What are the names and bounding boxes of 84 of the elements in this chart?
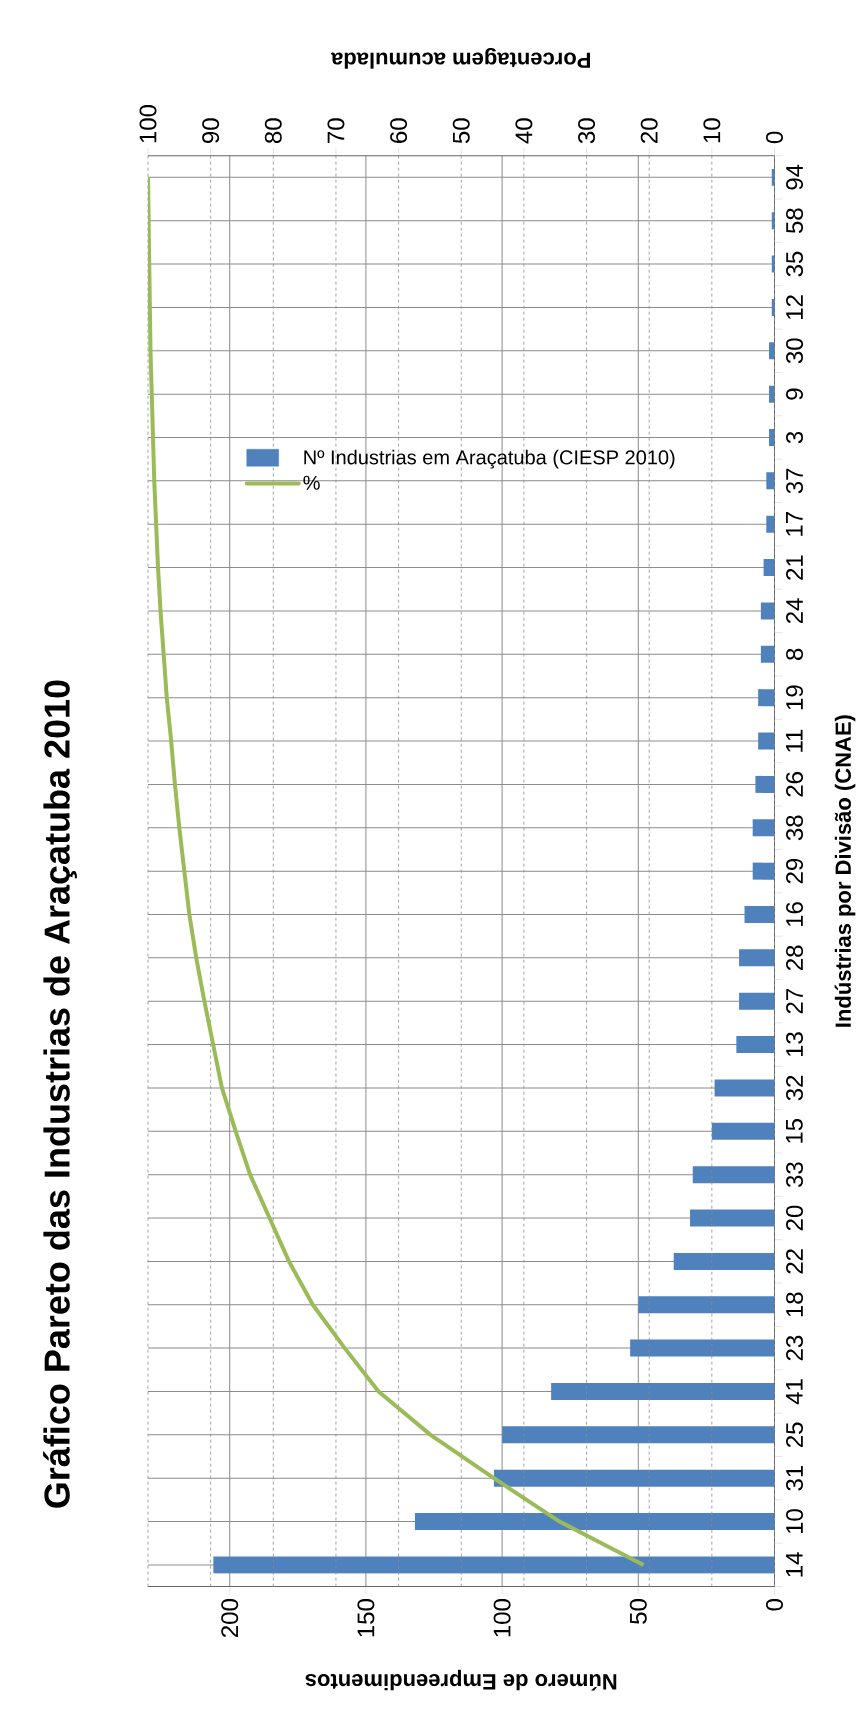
y-tick-label: 23 xyxy=(786,1335,804,1361)
y-tick-label: 35 xyxy=(786,251,804,277)
y-tick-label: 14 xyxy=(786,1552,803,1577)
legend-label: % xyxy=(303,475,320,490)
y-tick-label: 18 xyxy=(786,1292,804,1317)
x2-tick-label: 0 xyxy=(766,131,783,144)
y-tick-label: 38 xyxy=(786,815,804,841)
y-tick-label: 33 xyxy=(786,1162,804,1188)
bar xyxy=(414,1513,775,1531)
y-tick-label: 29 xyxy=(786,858,804,884)
x2-tick-label: 40 xyxy=(515,118,533,144)
bar xyxy=(758,732,775,750)
y-tick-label: 19 xyxy=(786,685,804,710)
y-tick-label: 30 xyxy=(786,338,804,364)
x2-tick-label: 50 xyxy=(452,118,470,144)
bar xyxy=(744,905,775,923)
bar xyxy=(690,1209,775,1227)
y-tick-label: 41 xyxy=(786,1379,803,1405)
x2-tick-label: 100 xyxy=(139,105,157,143)
y-tick-label: 12 xyxy=(786,295,803,319)
x2-tick-label: 80 xyxy=(264,118,282,144)
bar xyxy=(493,1469,775,1487)
y-tick-label: 21 xyxy=(786,555,803,580)
y-tick-label: 20 xyxy=(786,1205,804,1231)
y-tick-label: 17 xyxy=(786,512,803,536)
bar xyxy=(752,819,775,837)
y-tick-label: 25 xyxy=(786,1422,804,1447)
bar xyxy=(752,862,775,880)
bar xyxy=(766,472,775,490)
y-tick-label: 10 xyxy=(786,1509,804,1534)
bar xyxy=(755,775,775,793)
bar xyxy=(769,385,775,403)
y-tick-label: 3 xyxy=(786,431,804,444)
bar xyxy=(714,1079,775,1097)
text: Gráfico Pareto das Industrias de Araçatuba 2010 xyxy=(43,680,77,1508)
x2-tick-label: 60 xyxy=(390,118,408,143)
bar xyxy=(739,992,775,1010)
y-tick-label: 27 xyxy=(786,989,803,1014)
y-tick-label: 15 xyxy=(786,1118,803,1143)
x2-tick-label: 90 xyxy=(202,118,220,143)
x-tick-label: 50 xyxy=(629,1599,647,1624)
bar xyxy=(739,949,775,967)
bar xyxy=(213,1556,775,1574)
bar xyxy=(551,1382,775,1400)
bar xyxy=(673,1252,775,1270)
y-tick-label: 37 xyxy=(786,468,804,494)
x-axis-title: Número de Empreendimentos xyxy=(305,1669,617,1691)
x2-tick-label: 10 xyxy=(703,118,721,143)
y-tick-label: 31 xyxy=(786,1466,804,1491)
x-tick-label: 100 xyxy=(493,1599,511,1637)
y-tick-label: 11 xyxy=(786,729,803,752)
y-axis-title: Indústrias por Divisão (CNAE) xyxy=(834,715,856,1027)
y-tick-label: 58 xyxy=(786,208,804,234)
x2-tick-label: 20 xyxy=(640,118,658,143)
bar xyxy=(711,1122,775,1140)
bar xyxy=(758,689,775,707)
legend-label: Nº Industrias em Araçatuba (CIESP 2010) xyxy=(304,449,675,469)
bar xyxy=(736,1036,775,1054)
y-tick-label: 13 xyxy=(786,1032,804,1057)
y-tick-label: 28 xyxy=(786,945,804,970)
bar xyxy=(763,559,775,577)
y-tick-label: 9 xyxy=(786,388,804,400)
bar xyxy=(630,1339,775,1357)
y-tick-label: 94 xyxy=(786,164,804,190)
x2-axis-title: Porcentagem acumulada xyxy=(330,48,590,69)
y-tick-label: 8 xyxy=(786,648,804,660)
y-tick-label: 26 xyxy=(786,772,804,797)
y-tick-label: 24 xyxy=(786,598,803,624)
bar xyxy=(638,1296,775,1314)
x2-tick-label: 30 xyxy=(578,118,596,144)
y-tick-label: 32 xyxy=(786,1075,804,1101)
x2-tick-label: 70 xyxy=(327,118,345,143)
bar xyxy=(766,515,775,533)
x-tick-label: 150 xyxy=(357,1599,375,1637)
y-tick-label: 22 xyxy=(786,1249,803,1274)
bar xyxy=(692,1166,775,1184)
bar xyxy=(769,342,775,360)
bar xyxy=(760,645,775,663)
bar xyxy=(769,429,775,447)
y-tick-label: 16 xyxy=(786,902,804,927)
x-tick-label: 200 xyxy=(221,1599,239,1637)
x-tick-label: 0 xyxy=(766,1599,783,1611)
bar xyxy=(502,1426,775,1444)
bar xyxy=(760,602,775,620)
